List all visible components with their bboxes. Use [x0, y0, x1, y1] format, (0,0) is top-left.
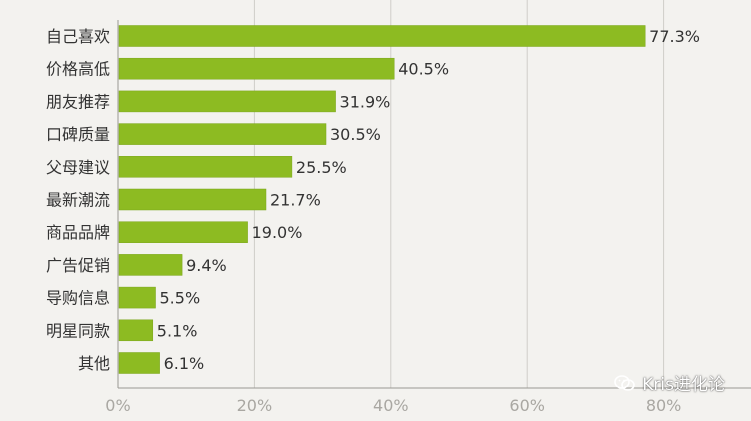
category-label: 价格高低 — [46, 60, 110, 79]
value-label: 30.5% — [330, 125, 381, 144]
bar — [118, 25, 646, 47]
bar — [118, 319, 154, 342]
category-label: 口碑质量 — [46, 125, 110, 144]
bar — [118, 254, 183, 276]
bar — [118, 90, 336, 113]
value-label: 31.9% — [340, 92, 391, 111]
value-label: 6.1% — [164, 354, 205, 373]
bar — [118, 352, 160, 374]
category-label: 自己喜欢 — [46, 27, 110, 46]
value-label: 21.7% — [270, 191, 321, 210]
bar — [118, 57, 395, 80]
value-label: 9.4% — [186, 256, 227, 275]
category-label: 其他 — [78, 354, 110, 373]
watermark-text: Kris进化论 — [642, 375, 725, 395]
category-label: 最新潮流 — [46, 191, 110, 210]
x-tick-label: 60% — [509, 396, 545, 415]
bar — [118, 156, 293, 178]
x-tick-label: 40% — [373, 396, 409, 415]
x-tick-label: 20% — [237, 396, 273, 415]
category-label: 朋友推荐 — [46, 92, 110, 111]
bar — [118, 221, 248, 243]
x-tick-label: 80% — [646, 396, 682, 415]
value-label: 40.5% — [398, 60, 449, 79]
category-label: 明星同款 — [46, 321, 110, 340]
value-label: 5.5% — [160, 289, 201, 308]
wechat-icon — [614, 374, 636, 391]
category-label: 父母建议 — [46, 158, 110, 177]
value-label: 77.3% — [649, 27, 700, 46]
value-label: 25.5% — [296, 158, 347, 177]
bar — [118, 123, 327, 145]
watermark: Kris进化论 — [614, 370, 725, 395]
bar — [118, 286, 156, 309]
value-label: 5.1% — [157, 321, 198, 340]
value-label: 19.0% — [252, 223, 303, 242]
bar — [118, 188, 267, 211]
x-tick-label: 0% — [105, 396, 130, 415]
category-label: 导购信息 — [46, 289, 110, 308]
category-label: 商品品牌 — [46, 223, 110, 242]
category-label: 广告促销 — [46, 256, 110, 275]
